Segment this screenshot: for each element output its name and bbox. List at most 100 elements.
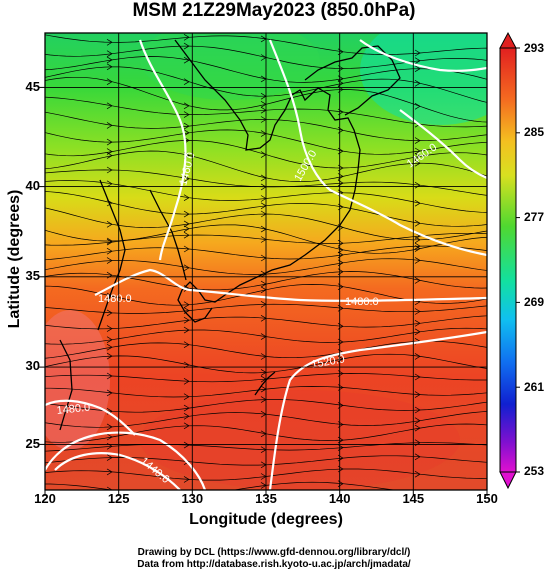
wind-arrow — [106, 38, 113, 46]
wind-arrow — [414, 328, 421, 336]
wind-arrow — [183, 102, 190, 110]
y-axis-title: Latitude (degrees) — [6, 189, 23, 329]
wind-arrow — [183, 220, 190, 228]
wind-arrow — [414, 277, 421, 284]
contour-label: 1480.0 — [56, 402, 91, 417]
x-tick-label: 120 — [34, 491, 56, 506]
wind-arrow — [183, 245, 190, 253]
wind-arrow — [183, 393, 190, 401]
wind-arrow — [414, 49, 421, 57]
wind-arrow — [106, 336, 113, 344]
chart-title: MSM 21Z29May2023 (850.0hPa) — [132, 0, 416, 21]
wind-arrow — [414, 199, 421, 207]
wind-arrow — [183, 341, 190, 349]
x-tick-label: 145 — [402, 491, 425, 506]
wind-arrow — [183, 326, 190, 334]
wind-arrow — [183, 42, 190, 50]
x-tick-label: 135 — [255, 491, 277, 506]
wind-arrow — [414, 391, 421, 398]
colorbar-tick-label: 277 — [524, 210, 545, 224]
wind-arrow — [414, 79, 421, 87]
wind-arrow — [106, 102, 113, 110]
x-axis-title: Longitude (degrees) — [189, 511, 343, 528]
wind-arrow — [183, 225, 190, 233]
wind-arrow — [414, 137, 421, 144]
wind-arrow — [414, 102, 421, 110]
wind-arrow — [414, 319, 421, 327]
wind-arrow — [106, 220, 113, 228]
wind-arrow — [414, 424, 421, 432]
wind-arrow — [183, 404, 190, 412]
wind-arrow — [106, 468, 113, 476]
colorbar-bottom-arrow — [499, 471, 517, 490]
wind-arrow — [183, 316, 190, 324]
wind-arrow — [414, 470, 421, 478]
wind-arrow — [106, 122, 113, 129]
wind-arrow — [183, 264, 190, 272]
wind-arrow — [414, 242, 421, 250]
wind-arrow — [414, 257, 421, 264]
height-contours — [45, 39, 487, 490]
y-tick-label: 40 — [25, 178, 40, 193]
wind-arrow — [183, 441, 190, 449]
wind-arrow — [414, 152, 421, 160]
credit-data: Data from http://database.rish.kyoto-u.a… — [137, 559, 411, 570]
cool-region-north — [140, 33, 320, 100]
coastlines — [59, 39, 401, 431]
wind-arrow — [414, 453, 421, 461]
x-tick-label: 130 — [181, 491, 204, 506]
wind-arrow — [106, 63, 113, 71]
warm-region-south — [140, 390, 460, 490]
wind-arrow — [183, 231, 190, 239]
wind-arrow — [414, 65, 421, 73]
wind-arrow — [106, 309, 113, 317]
wind-arrow — [183, 194, 190, 202]
wind-arrow — [414, 181, 421, 189]
contour-label: 1480.0 — [345, 296, 379, 308]
wind-arrow — [183, 78, 190, 86]
wind-arrow — [106, 56, 113, 64]
wind-arrow — [183, 122, 190, 130]
wind-arrow — [414, 417, 421, 425]
wind-arrow — [106, 78, 113, 86]
wind-arrow — [106, 423, 113, 431]
y-tick-label: 35 — [25, 268, 40, 283]
wind-arrow — [414, 308, 421, 315]
map-gridlines — [45, 33, 487, 490]
wind-arrow — [106, 454, 113, 461]
wind-arrow — [106, 50, 113, 58]
colorbar-tick-label: 261 — [524, 380, 545, 394]
x-tick-label: 125 — [107, 491, 130, 506]
credit-drawing: Drawing by DCL (https://www.gfd-dennou.o… — [137, 547, 411, 558]
wind-arrow — [106, 138, 113, 146]
contour-label: 1520.0 — [310, 353, 345, 371]
wind-arrow — [183, 111, 190, 118]
wind-arrow — [106, 257, 113, 264]
colorbar-top-arrow — [499, 31, 517, 49]
warm-region-west — [45, 310, 110, 450]
y-tick-label: 25 — [25, 436, 40, 451]
wind-arrow — [106, 325, 113, 332]
wind-arrow — [183, 210, 190, 218]
wind-arrow — [414, 245, 421, 252]
wind-arrow — [106, 166, 113, 174]
wind-arrow — [183, 56, 190, 64]
wind-arrow — [106, 389, 113, 397]
colorbar-ramp — [499, 47, 517, 473]
wind-arrow — [183, 175, 190, 183]
contour-label: 1480.0 — [98, 293, 132, 305]
wind-arrow — [106, 180, 113, 188]
colorbar — [499, 31, 520, 490]
wind-arrow — [106, 433, 113, 441]
wind-arrow — [106, 352, 113, 360]
wind-arrow — [183, 476, 190, 483]
wind-arrow — [414, 219, 421, 227]
wind-arrow — [106, 238, 113, 246]
axis-ticks — [39, 86, 488, 496]
wind-arrow — [183, 422, 190, 430]
colorbar-tick-label: 253 — [524, 464, 545, 478]
wind-arrow — [183, 301, 190, 309]
wind-arrow — [414, 147, 421, 155]
wind-arrow — [183, 377, 190, 385]
